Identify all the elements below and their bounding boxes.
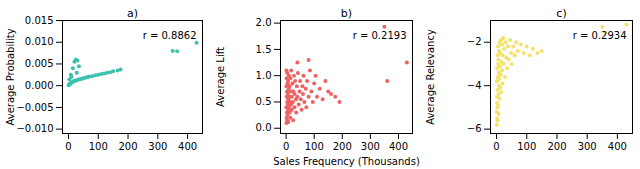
svg-text:400: 400 xyxy=(608,141,627,152)
svg-text:400: 400 xyxy=(389,141,408,152)
svg-text:0: 0 xyxy=(65,141,71,152)
svg-text:Average Lift: Average Lift xyxy=(215,47,226,107)
svg-text:400: 400 xyxy=(178,141,197,152)
svg-text:200: 200 xyxy=(118,141,137,152)
svg-text:r = 0.8862: r = 0.8862 xyxy=(143,30,197,41)
svg-text:0.010: 0.010 xyxy=(25,36,54,47)
svg-text:a): a) xyxy=(127,7,138,20)
svg-text:100: 100 xyxy=(517,141,536,152)
svg-text:1.0: 1.0 xyxy=(256,70,272,81)
svg-text:0: 0 xyxy=(283,141,289,152)
svg-text:Average Relevancy: Average Relevancy xyxy=(425,29,436,125)
svg-text:c): c) xyxy=(556,7,566,20)
svg-text:−0.005: −0.005 xyxy=(16,102,53,113)
svg-text:300: 300 xyxy=(361,141,380,152)
svg-text:−2: −2 xyxy=(467,36,482,47)
svg-text:200: 200 xyxy=(333,141,352,152)
svg-text:−6: −6 xyxy=(467,123,482,134)
svg-text:0.015: 0.015 xyxy=(25,15,54,26)
svg-text:100: 100 xyxy=(89,141,108,152)
svg-text:0: 0 xyxy=(493,141,499,152)
svg-text:0.000: 0.000 xyxy=(25,80,54,91)
svg-text:Sales Frequency (Thousands): Sales Frequency (Thousands) xyxy=(273,156,420,167)
svg-text:0.5: 0.5 xyxy=(256,96,272,107)
svg-text:−0.010: −0.010 xyxy=(16,123,53,134)
svg-text:2.0: 2.0 xyxy=(256,17,272,28)
svg-text:Average Probability: Average Probability xyxy=(5,28,16,125)
svg-text:−4: −4 xyxy=(467,80,482,91)
svg-text:200: 200 xyxy=(547,141,566,152)
svg-text:100: 100 xyxy=(305,141,324,152)
svg-text:1.5: 1.5 xyxy=(256,44,272,55)
svg-text:r = 0.2934: r = 0.2934 xyxy=(573,30,627,41)
svg-text:b): b) xyxy=(341,7,352,20)
svg-text:0.0: 0.0 xyxy=(256,122,272,133)
svg-text:300: 300 xyxy=(148,141,167,152)
svg-text:0.005: 0.005 xyxy=(25,58,54,69)
svg-text:r = 0.2193: r = 0.2193 xyxy=(353,30,407,41)
svg-text:300: 300 xyxy=(578,141,597,152)
